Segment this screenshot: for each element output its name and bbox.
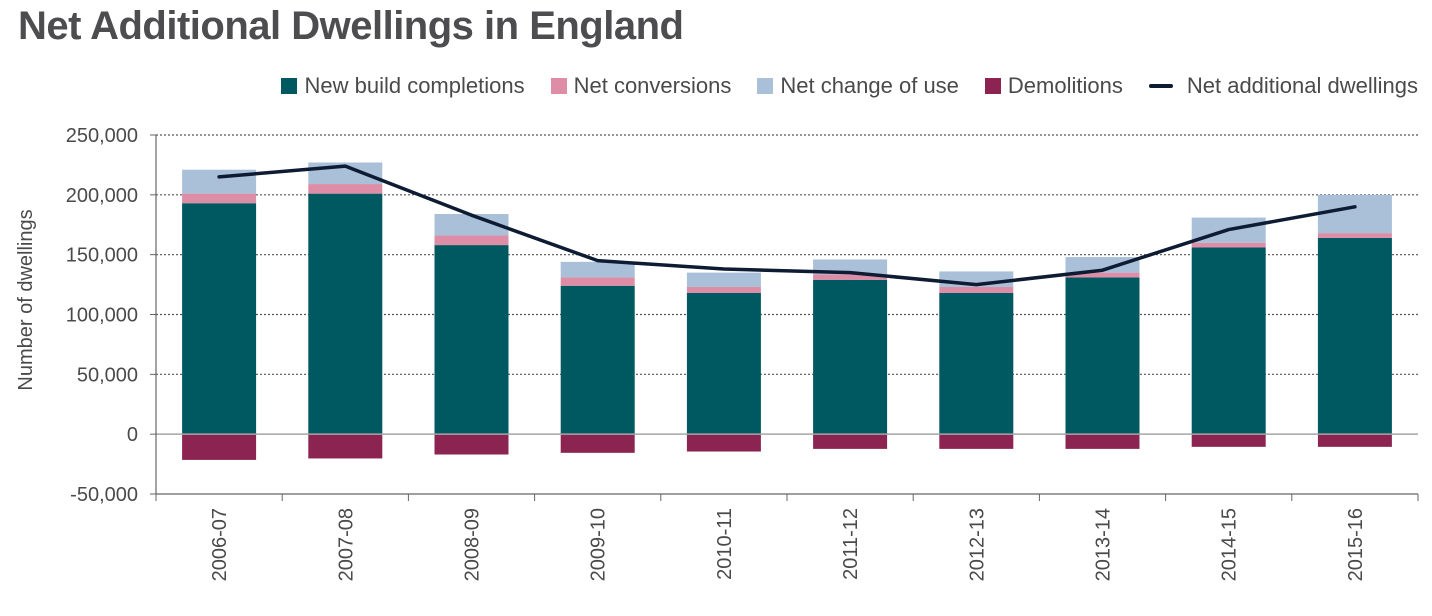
y-tick-label: 150,000 <box>66 245 138 267</box>
tick-labels: 250,000 200,000 150,000 100,000 50,000 0 -50,0… <box>66 125 1367 581</box>
legend-item-new-build: New build completions <box>281 73 525 99</box>
legend-label-net-conversions: Net conversions <box>573 73 732 98</box>
bar-net-change-of-use <box>560 261 635 278</box>
x-tick-label: 2012-13 <box>966 508 988 581</box>
y-tick-label: -50,000 <box>70 484 138 506</box>
y-tick-label: 50,000 <box>77 364 138 386</box>
bar-net-change-of-use <box>1317 194 1392 234</box>
legend: New build completions Net conversions Ne… <box>281 73 1418 99</box>
bar-demolitions <box>813 434 888 449</box>
bar-new-build-completions <box>182 203 257 435</box>
x-tick-label: 2008-09 <box>462 508 484 581</box>
axes <box>150 134 1419 501</box>
y-tick-label: 250,000 <box>66 125 138 147</box>
bar-new-build-completions <box>560 285 635 435</box>
bar-net-conversions <box>182 193 257 204</box>
y-tick-label: 0 <box>127 424 138 446</box>
bar-new-build-completions <box>1065 277 1140 435</box>
bar-demolitions <box>182 434 257 460</box>
bar-net-conversions <box>939 286 1014 293</box>
bar-net-conversions <box>560 277 635 286</box>
legend-swatch-net-conversions <box>550 78 567 94</box>
bar-new-build-completions <box>1317 237 1392 435</box>
x-tick-label: 2009-10 <box>588 508 610 581</box>
bar-new-build-completions <box>939 292 1014 435</box>
bar-demolitions <box>1317 434 1392 447</box>
legend-swatch-net-change-of-use <box>757 78 774 94</box>
x-tick-label: 2010-11 <box>714 508 736 580</box>
legend-item-net-change-of-use: Net change of use <box>757 73 959 99</box>
bar-demolitions <box>308 434 383 459</box>
bar-net-conversions <box>1065 272 1140 278</box>
legend-label-demolitions: Demolitions <box>1007 73 1123 98</box>
net-additional-line-group <box>217 164 1357 287</box>
bar-demolitions <box>434 434 509 455</box>
bar-net-conversions <box>1191 242 1266 248</box>
bar-demolitions <box>939 434 1014 449</box>
bar-new-build-completions <box>308 193 383 435</box>
bar-net-conversions <box>686 286 761 293</box>
bar-new-build-completions <box>434 245 509 435</box>
legend-item-demolitions: Demolitions <box>984 73 1123 99</box>
x-tick-label: 2011-12 <box>840 508 862 580</box>
bar-net-change-of-use <box>686 272 761 287</box>
x-tick-label: 2014-15 <box>1219 508 1241 581</box>
bar-net-conversions <box>813 274 888 280</box>
chart-title: Net Additional Dwellings in England <box>18 4 684 48</box>
legend-item-net-conversions: Net conversions <box>550 73 732 99</box>
legend-swatch-new-build <box>281 78 298 94</box>
y-axis-title: Number of dwellings <box>15 209 37 390</box>
bar-new-build-completions <box>1191 247 1266 435</box>
x-tick-label: 2015-16 <box>1345 508 1367 581</box>
legend-swatch-demolitions <box>984 78 1001 94</box>
bar-new-build-completions <box>813 279 888 435</box>
net-additional-line <box>217 164 1357 287</box>
y-tick-label: 100,000 <box>66 305 138 327</box>
bar-new-build-completions <box>686 292 761 435</box>
bar-demolitions <box>1191 434 1266 447</box>
legend-label-net-additional: Net additional dwellings <box>1186 73 1418 98</box>
x-tick-label: 2013-14 <box>1093 508 1115 581</box>
legend-label-net-change-of-use: Net change of use <box>780 73 959 98</box>
bar-net-conversions <box>1317 233 1392 238</box>
bar-demolitions <box>1065 434 1140 449</box>
bar-net-change-of-use <box>1065 257 1140 273</box>
y-tick-label: 200,000 <box>66 185 138 207</box>
bar-net-change-of-use <box>434 213 509 236</box>
x-tick-label: 2006-07 <box>209 508 231 581</box>
legend-item-net-additional: Net additional dwellings <box>1148 73 1418 99</box>
bar-demolitions <box>686 434 761 452</box>
legend-label-new-build: New build completions <box>304 73 525 98</box>
x-tick-label: 2007-08 <box>335 508 357 581</box>
bar-net-conversions <box>308 184 383 194</box>
bar-net-conversions <box>434 235 509 246</box>
bar-demolitions <box>560 434 635 453</box>
bars <box>182 162 1392 460</box>
legend-swatch-net-additional <box>1148 84 1173 88</box>
